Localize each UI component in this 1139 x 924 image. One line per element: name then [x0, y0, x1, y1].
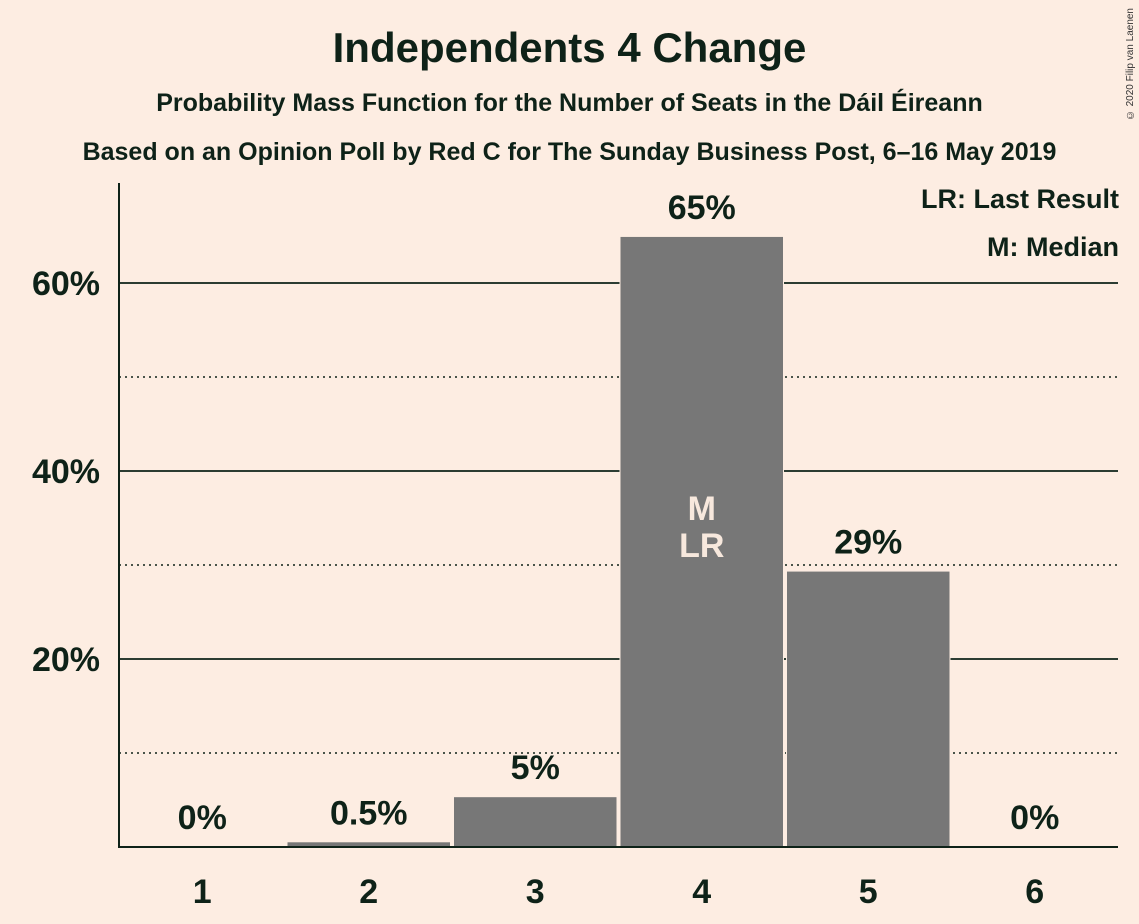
x-tick-label: 5 — [859, 873, 878, 911]
chart-source: Based on an Opinion Poll by Red C for Th… — [82, 138, 1057, 166]
bar-annotation: LR — [679, 527, 724, 565]
bar-annotation: M — [688, 490, 716, 528]
legend-last-result: LR: Last Result — [920, 184, 1119, 214]
x-tick-label: 4 — [692, 873, 711, 911]
data-label: 65% — [668, 189, 736, 227]
chart-subtitle: Probability Mass Function for the Number… — [156, 89, 983, 117]
x-tick-label: 1 — [193, 873, 212, 911]
x-tick-label: 6 — [1025, 873, 1044, 911]
y-tick-label: 40% — [32, 453, 100, 491]
bar — [454, 797, 617, 847]
data-label: 0% — [178, 799, 227, 837]
x-tick-label: 2 — [359, 873, 378, 911]
y-tick-label: 20% — [32, 641, 100, 679]
bar — [620, 236, 783, 847]
data-label: 5% — [511, 749, 560, 787]
bar — [787, 571, 950, 847]
chart-title: Independents 4 Change — [332, 24, 807, 71]
data-label: 29% — [834, 524, 902, 562]
bar — [287, 842, 450, 847]
y-tick-label: 60% — [32, 265, 100, 303]
data-label: 0.5% — [330, 794, 408, 832]
x-tick-label: 3 — [526, 873, 545, 911]
legend-median: M: Median — [987, 232, 1119, 262]
data-label: 0% — [1010, 799, 1059, 837]
